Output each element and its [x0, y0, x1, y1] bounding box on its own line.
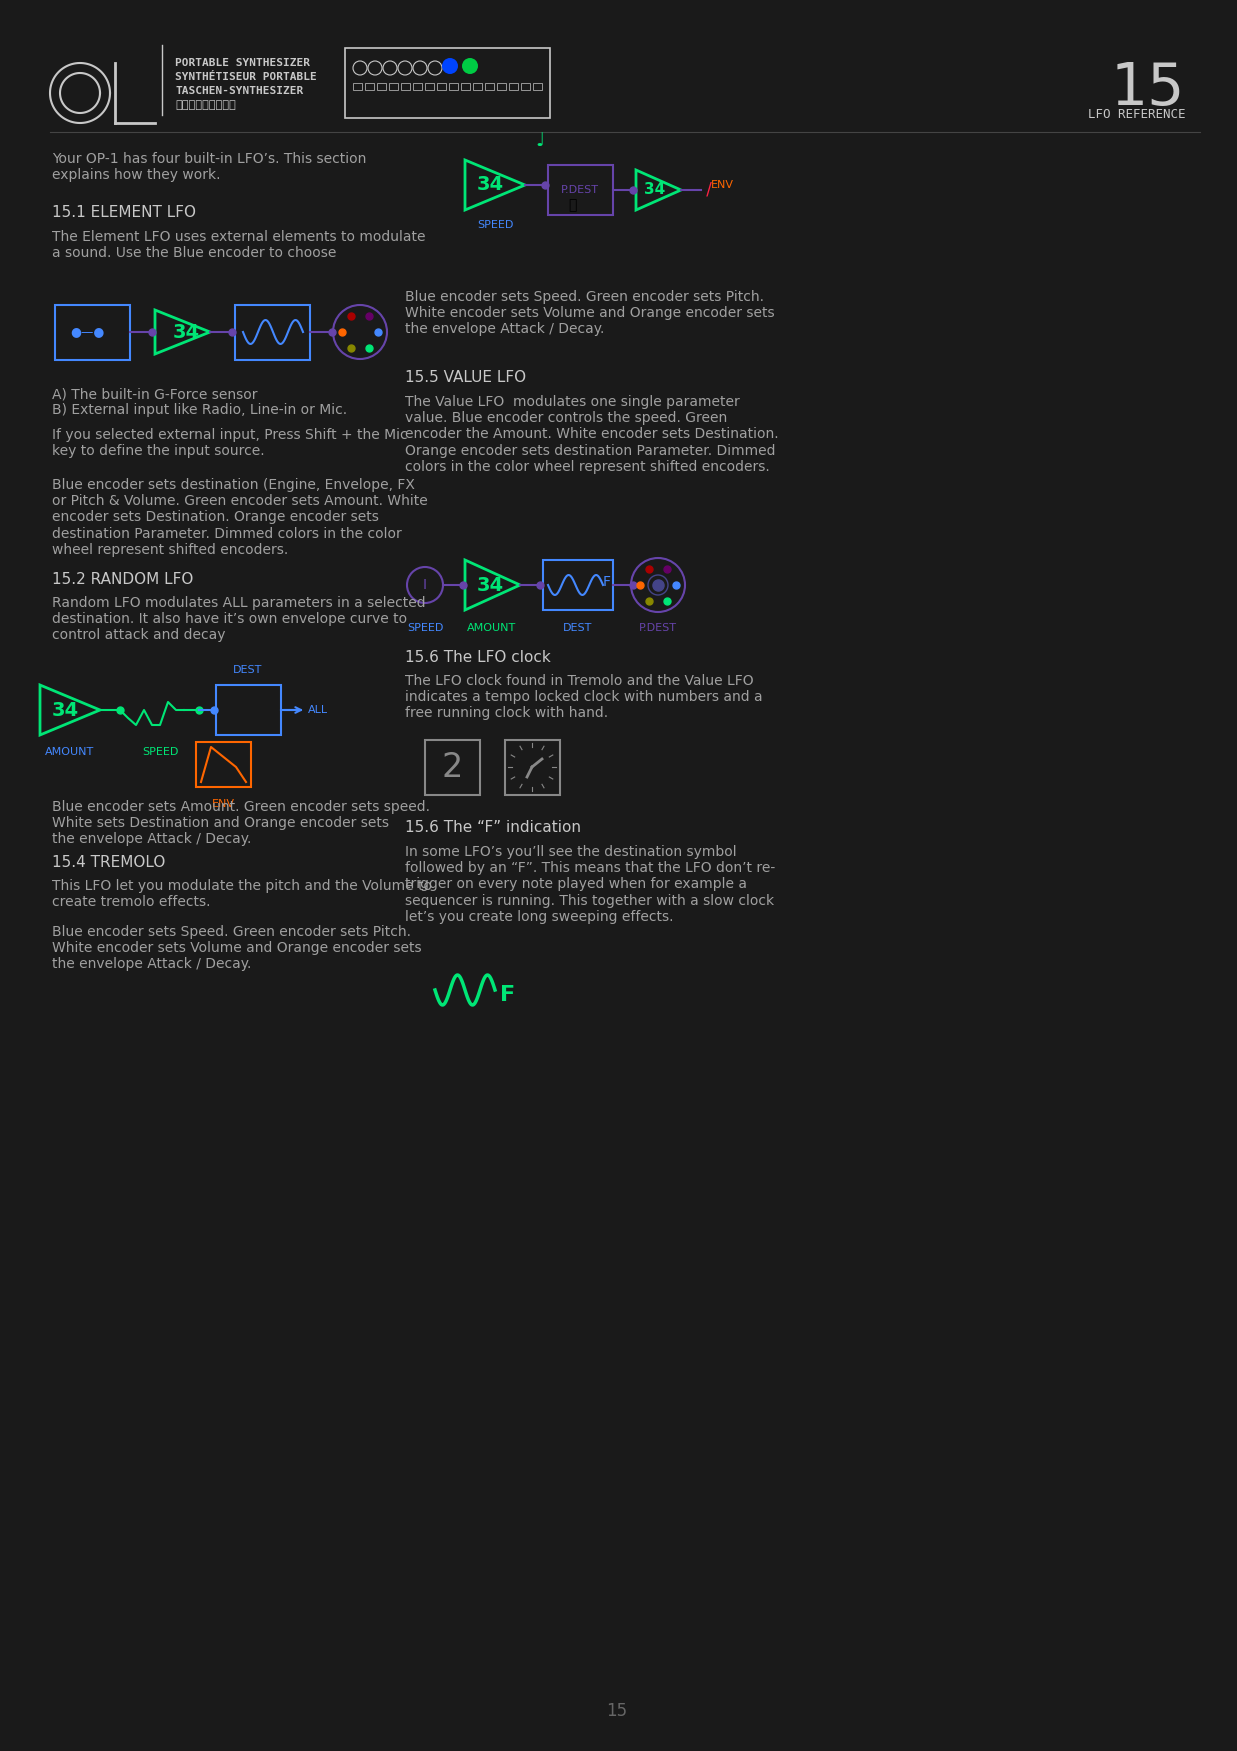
Text: 15.2 RANDOM LFO: 15.2 RANDOM LFO	[52, 573, 193, 587]
Text: The Value LFO  modulates one single parameter
value. Blue encoder controls the s: The Value LFO modulates one single param…	[404, 396, 778, 475]
Bar	[377, 82, 386, 89]
Text: 2: 2	[442, 751, 463, 783]
Text: I: I	[423, 578, 427, 592]
Bar	[497, 82, 506, 89]
Text: Random LFO modulates ALL parameters in a selected
destination. It also have it’s: Random LFO modulates ALL parameters in a…	[52, 595, 426, 643]
Text: LFO REFERENCE: LFO REFERENCE	[1087, 109, 1185, 121]
Text: AMOUNT: AMOUNT	[468, 623, 517, 634]
Text: ♩: ♩	[534, 131, 544, 151]
Text: P.DEST: P.DEST	[562, 186, 599, 194]
Text: AMOUNT: AMOUNT	[46, 748, 94, 756]
Circle shape	[442, 58, 458, 74]
Text: Blue encoder sets destination (Engine, Envelope, FX
or Pitch & Volume. Green enc: Blue encoder sets destination (Engine, E…	[52, 478, 428, 557]
Text: Blue encoder sets Amount. Green encoder sets speed.
White sets Destination and O: Blue encoder sets Amount. Green encoder …	[52, 800, 430, 846]
Bar	[543, 560, 614, 609]
Bar	[521, 82, 529, 89]
Text: SPEED: SPEED	[142, 748, 178, 756]
Text: ENV: ENV	[212, 798, 235, 809]
Text: 小型シンセサイザー: 小型シンセサイザー	[174, 100, 236, 110]
Bar	[548, 165, 614, 215]
Text: ●—●: ●—●	[71, 326, 104, 338]
Text: 🔊: 🔊	[568, 198, 576, 212]
Text: Blue encoder sets Speed. Green encoder sets Pitch.
White encoder sets Volume and: Blue encoder sets Speed. Green encoder s…	[404, 291, 774, 336]
Text: /: /	[701, 180, 711, 200]
Text: ALL: ALL	[308, 706, 328, 714]
Text: 34: 34	[173, 322, 200, 341]
Bar	[401, 82, 409, 89]
Bar	[426, 82, 434, 89]
Text: DEST: DEST	[563, 623, 593, 634]
Text: DEST: DEST	[234, 665, 262, 674]
Text: 15: 15	[1111, 60, 1185, 117]
Text: Blue encoder sets Speed. Green encoder sets Pitch.
White encoder sets Volume and: Blue encoder sets Speed. Green encoder s…	[52, 925, 422, 972]
Bar	[533, 82, 542, 89]
Text: If you selected external input, Press Shift + the Mic
key to define the input so: If you selected external input, Press Sh…	[52, 427, 408, 459]
Bar	[505, 741, 560, 795]
Text: 34: 34	[477, 175, 505, 194]
Text: 15: 15	[606, 1702, 627, 1719]
Text: A) The built-in G-Force sensor
B) External input like Radio, Line-in or Mic.: A) The built-in G-Force sensor B) Extern…	[52, 387, 348, 417]
Text: 34: 34	[52, 700, 79, 720]
Text: 15.1 ELEMENT LFO: 15.1 ELEMENT LFO	[52, 205, 195, 221]
Bar	[388, 82, 398, 89]
Bar	[54, 305, 130, 361]
Text: 15.6 The “F” indication: 15.6 The “F” indication	[404, 819, 581, 835]
Text: 34: 34	[644, 182, 666, 198]
Text: ENV: ENV	[711, 180, 734, 191]
Text: PORTABLE SYNTHESIZER: PORTABLE SYNTHESIZER	[174, 58, 310, 68]
Text: SPEED: SPEED	[476, 221, 513, 229]
Text: 15.4 TREMOLO: 15.4 TREMOLO	[52, 854, 166, 870]
Text: In some LFO’s you’ll see the destination symbol
followed by an “F”. This means t: In some LFO’s you’ll see the destination…	[404, 846, 776, 925]
Bar	[413, 82, 422, 89]
Bar	[508, 82, 518, 89]
Bar	[485, 82, 494, 89]
Bar	[353, 82, 362, 89]
Bar	[461, 82, 470, 89]
Text: SYNTHÉTISEUR PORTABLE: SYNTHÉTISEUR PORTABLE	[174, 72, 317, 82]
Text: The LFO clock found in Tremolo and the Value LFO
indicates a tempo locked clock : The LFO clock found in Tremolo and the V…	[404, 674, 763, 720]
Bar	[473, 82, 482, 89]
Text: TASCHEN-SYNTHESIZER: TASCHEN-SYNTHESIZER	[174, 86, 303, 96]
Bar	[426, 741, 480, 795]
Bar	[365, 82, 374, 89]
Text: P.DEST: P.DEST	[640, 623, 677, 634]
Bar	[437, 82, 447, 89]
Bar	[449, 82, 458, 89]
Text: SPEED: SPEED	[407, 623, 443, 634]
Text: This LFO let you modulate the pitch and the Volume to
create tremolo effects.: This LFO let you modulate the pitch and …	[52, 879, 432, 909]
Text: F: F	[602, 574, 611, 588]
Text: F: F	[500, 986, 515, 1005]
Text: Your OP-1 has four built-in LFO’s. This section
explains how they work.: Your OP-1 has four built-in LFO’s. This …	[52, 152, 366, 182]
Text: 34: 34	[477, 576, 505, 595]
Text: 15.5 VALUE LFO: 15.5 VALUE LFO	[404, 369, 526, 385]
Bar	[235, 305, 310, 361]
Text: 15.6 The LFO clock: 15.6 The LFO clock	[404, 650, 550, 665]
Circle shape	[461, 58, 477, 74]
Text: The Element LFO uses external elements to modulate
a sound. Use the Blue encoder: The Element LFO uses external elements t…	[52, 229, 426, 261]
Bar	[345, 47, 550, 117]
Bar	[216, 685, 281, 735]
Bar	[195, 742, 251, 786]
